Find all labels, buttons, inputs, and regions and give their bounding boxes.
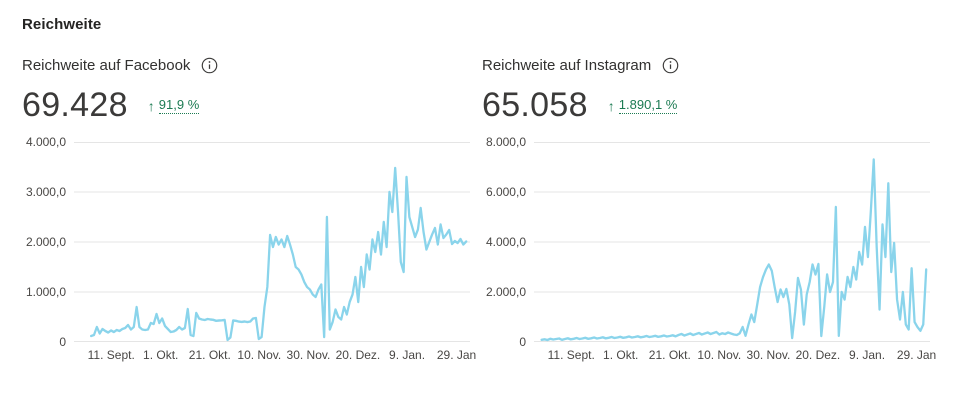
facebook-chart-y-axis: 4.000,0 3.000,0 2.000,0 1.000,0 0	[22, 135, 74, 349]
y-axis-tick-label: 3.000,0	[25, 185, 66, 199]
y-axis-tick-label: 6.000,0	[485, 185, 526, 199]
facebook-reach-value: 69.428	[22, 86, 128, 124]
instagram-reach-card: Reichweite auf Instagram 65.058 ↑ 1.890,…	[482, 33, 937, 364]
x-axis-tick-label: 11. Sept.	[87, 348, 135, 362]
info-icon[interactable]	[662, 57, 679, 74]
facebook-delta-percentage[interactable]: 91,9 %	[158, 97, 200, 114]
y-axis-tick-label: 2.000,0	[485, 285, 526, 299]
y-axis-tick-label: 0	[519, 335, 526, 349]
x-axis-tick-label: 29. Jan	[896, 348, 937, 362]
instagram-card-title: Reichweite auf Instagram	[482, 57, 652, 74]
y-axis-tick-label: 2.000,0	[25, 235, 66, 249]
x-axis-tick-label: 1. Okt.	[603, 348, 639, 362]
instagram-delta-percentage[interactable]: 1.890,1 %	[618, 97, 678, 114]
facebook-delta: ↑ 91,9 %	[147, 97, 200, 114]
y-axis-tick-label: 4.000,0	[25, 135, 66, 149]
section-title: Reichweite	[22, 16, 102, 33]
info-icon[interactable]	[201, 57, 218, 74]
instagram-reach-value: 65.058	[482, 86, 588, 124]
instagram-metric-row: 65.058 ↑ 1.890,1 %	[482, 86, 930, 125]
facebook-metric-row: 69.428 ↑ 91,9 %	[22, 86, 470, 125]
facebook-line-chart	[74, 142, 470, 342]
x-axis-tick-label: 29. Jan	[436, 348, 477, 362]
facebook-chart-plot[interactable]	[74, 142, 470, 342]
y-axis-tick-label: 0	[59, 335, 66, 349]
x-axis-tick-label: 20. Dez.	[335, 348, 381, 362]
x-axis-tick-label: 9. Jan.	[849, 348, 886, 362]
x-axis-tick-label: 10. Nov.	[697, 348, 742, 362]
x-axis-tick-label: 1. Okt.	[143, 348, 179, 362]
x-axis-tick-label: 10. Nov.	[237, 348, 282, 362]
facebook-reach-card: Reichweite auf Facebook 69.428 ↑ 91,9 %	[22, 33, 477, 364]
x-axis-tick-label: 30. Nov.	[286, 348, 331, 362]
facebook-chart-x-axis: 11. Sept. 1. Okt. 21. Okt. 10. Nov. 30. Nov.…	[74, 348, 477, 364]
y-axis-tick-label: 1.000,0	[25, 285, 66, 299]
cards-row: Reichweite auf Facebook 69.428 ↑ 91,9 %	[22, 33, 954, 364]
facebook-reach-chart: 4.000,0 3.000,0 2.000,0 1.000,0 0 11. Sept. 1…	[22, 135, 477, 364]
x-axis-tick-label: 21. Okt.	[188, 348, 231, 362]
x-axis-tick-label: 11. Sept.	[547, 348, 595, 362]
instagram-card-header: Reichweite auf Instagram	[482, 57, 930, 74]
y-axis-tick-label: 8.000,0	[485, 135, 526, 149]
instagram-chart-plot[interactable]	[534, 142, 930, 342]
trend-up-arrow-icon: ↑	[607, 97, 615, 114]
instagram-reach-chart: 8.000,0 6.000,0 4.000,0 2.000,0 0 11. Sept. 1…	[482, 135, 937, 364]
instagram-chart-x-axis: 11. Sept. 1. Okt. 21. Okt. 10. Nov. 30. Nov.…	[534, 348, 937, 364]
x-axis-tick-label: 20. Dez.	[795, 348, 841, 362]
x-axis-tick-label: 21. Okt.	[648, 348, 691, 362]
instagram-chart-y-axis: 8.000,0 6.000,0 4.000,0 2.000,0 0	[482, 135, 534, 349]
y-axis-tick-label: 4.000,0	[485, 235, 526, 249]
instagram-line-chart	[534, 142, 930, 342]
trend-up-arrow-icon: ↑	[147, 97, 155, 114]
x-axis-tick-label: 9. Jan.	[389, 348, 426, 362]
instagram-delta: ↑ 1.890,1 %	[608, 97, 678, 114]
facebook-card-header: Reichweite auf Facebook	[22, 57, 470, 74]
x-axis-tick-label: 30. Nov.	[746, 348, 791, 362]
facebook-card-title: Reichweite auf Facebook	[22, 57, 191, 74]
